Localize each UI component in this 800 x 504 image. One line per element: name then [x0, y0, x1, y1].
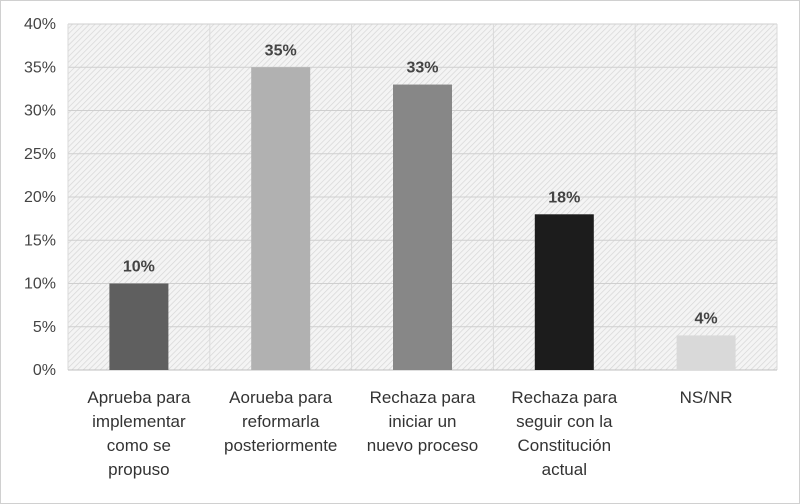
data-label: 33%: [406, 60, 438, 77]
data-label: 35%: [265, 42, 297, 59]
x-tick-label: Aprueba para implementar como se propuso: [87, 388, 191, 479]
y-tick-label: 5%: [33, 319, 56, 336]
y-tick-label: 40%: [24, 16, 56, 33]
data-label: 4%: [695, 310, 718, 327]
data-label: 18%: [548, 189, 580, 206]
bar: [534, 214, 594, 370]
bars: [109, 67, 736, 371]
bar: [393, 84, 452, 371]
bar: [676, 335, 736, 370]
bar: [109, 283, 169, 370]
y-tick-label: 25%: [24, 146, 56, 163]
y-tick-label: 30%: [24, 103, 56, 120]
y-tick-label: 10%: [24, 276, 56, 293]
x-tick-label: Aorueba para reformarla posteriormente: [224, 388, 337, 455]
y-tick-label: 15%: [24, 232, 56, 249]
y-tick-label: 0%: [33, 362, 56, 379]
x-axis-categories: Aprueba para implementar como se propuso Aor…: [87, 388, 732, 479]
data-label: 10%: [123, 259, 155, 276]
x-tick-label: NS/NR: [680, 388, 733, 407]
data-labels: 10% 35% 33% 18% 4%: [123, 42, 718, 327]
bar: [251, 67, 311, 370]
y-tick-label: 20%: [24, 189, 56, 206]
x-tick-label: Rechaza para iniciar un nuevo proceso: [367, 388, 479, 455]
y-tick-label: 35%: [24, 59, 56, 76]
x-tick-label: Rechaza para seguir con la Constitución act…: [511, 388, 617, 479]
